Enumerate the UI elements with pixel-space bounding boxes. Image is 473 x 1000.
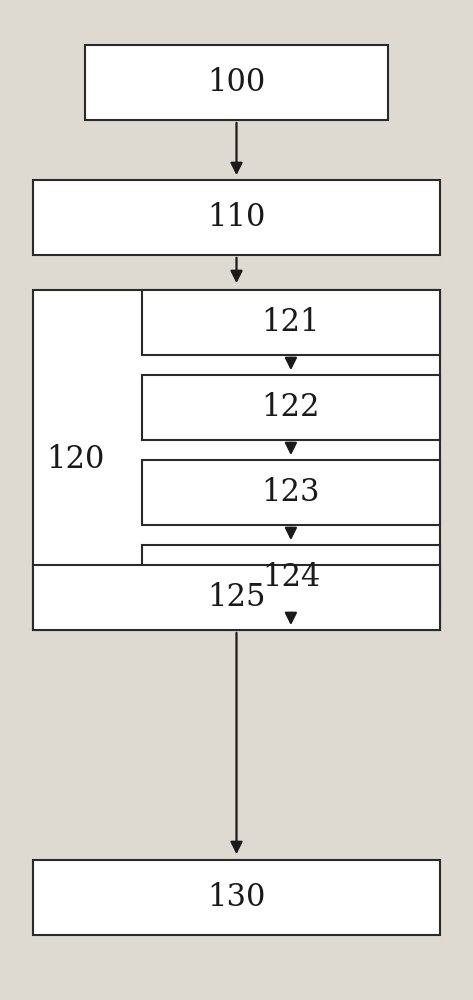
Text: 110: 110 (207, 202, 266, 233)
Text: 130: 130 (207, 882, 266, 913)
FancyBboxPatch shape (33, 860, 440, 935)
FancyBboxPatch shape (33, 290, 440, 630)
Text: 122: 122 (262, 392, 320, 423)
Text: 121: 121 (262, 307, 320, 338)
FancyBboxPatch shape (142, 545, 440, 610)
FancyBboxPatch shape (33, 565, 440, 630)
Text: 125: 125 (207, 582, 266, 613)
Text: 123: 123 (262, 477, 320, 508)
FancyBboxPatch shape (33, 180, 440, 255)
FancyBboxPatch shape (142, 375, 440, 440)
Text: 124: 124 (262, 562, 320, 593)
FancyBboxPatch shape (142, 290, 440, 355)
FancyBboxPatch shape (142, 460, 440, 525)
Text: 100: 100 (207, 67, 266, 98)
Text: 120: 120 (46, 444, 105, 476)
FancyBboxPatch shape (85, 45, 388, 120)
